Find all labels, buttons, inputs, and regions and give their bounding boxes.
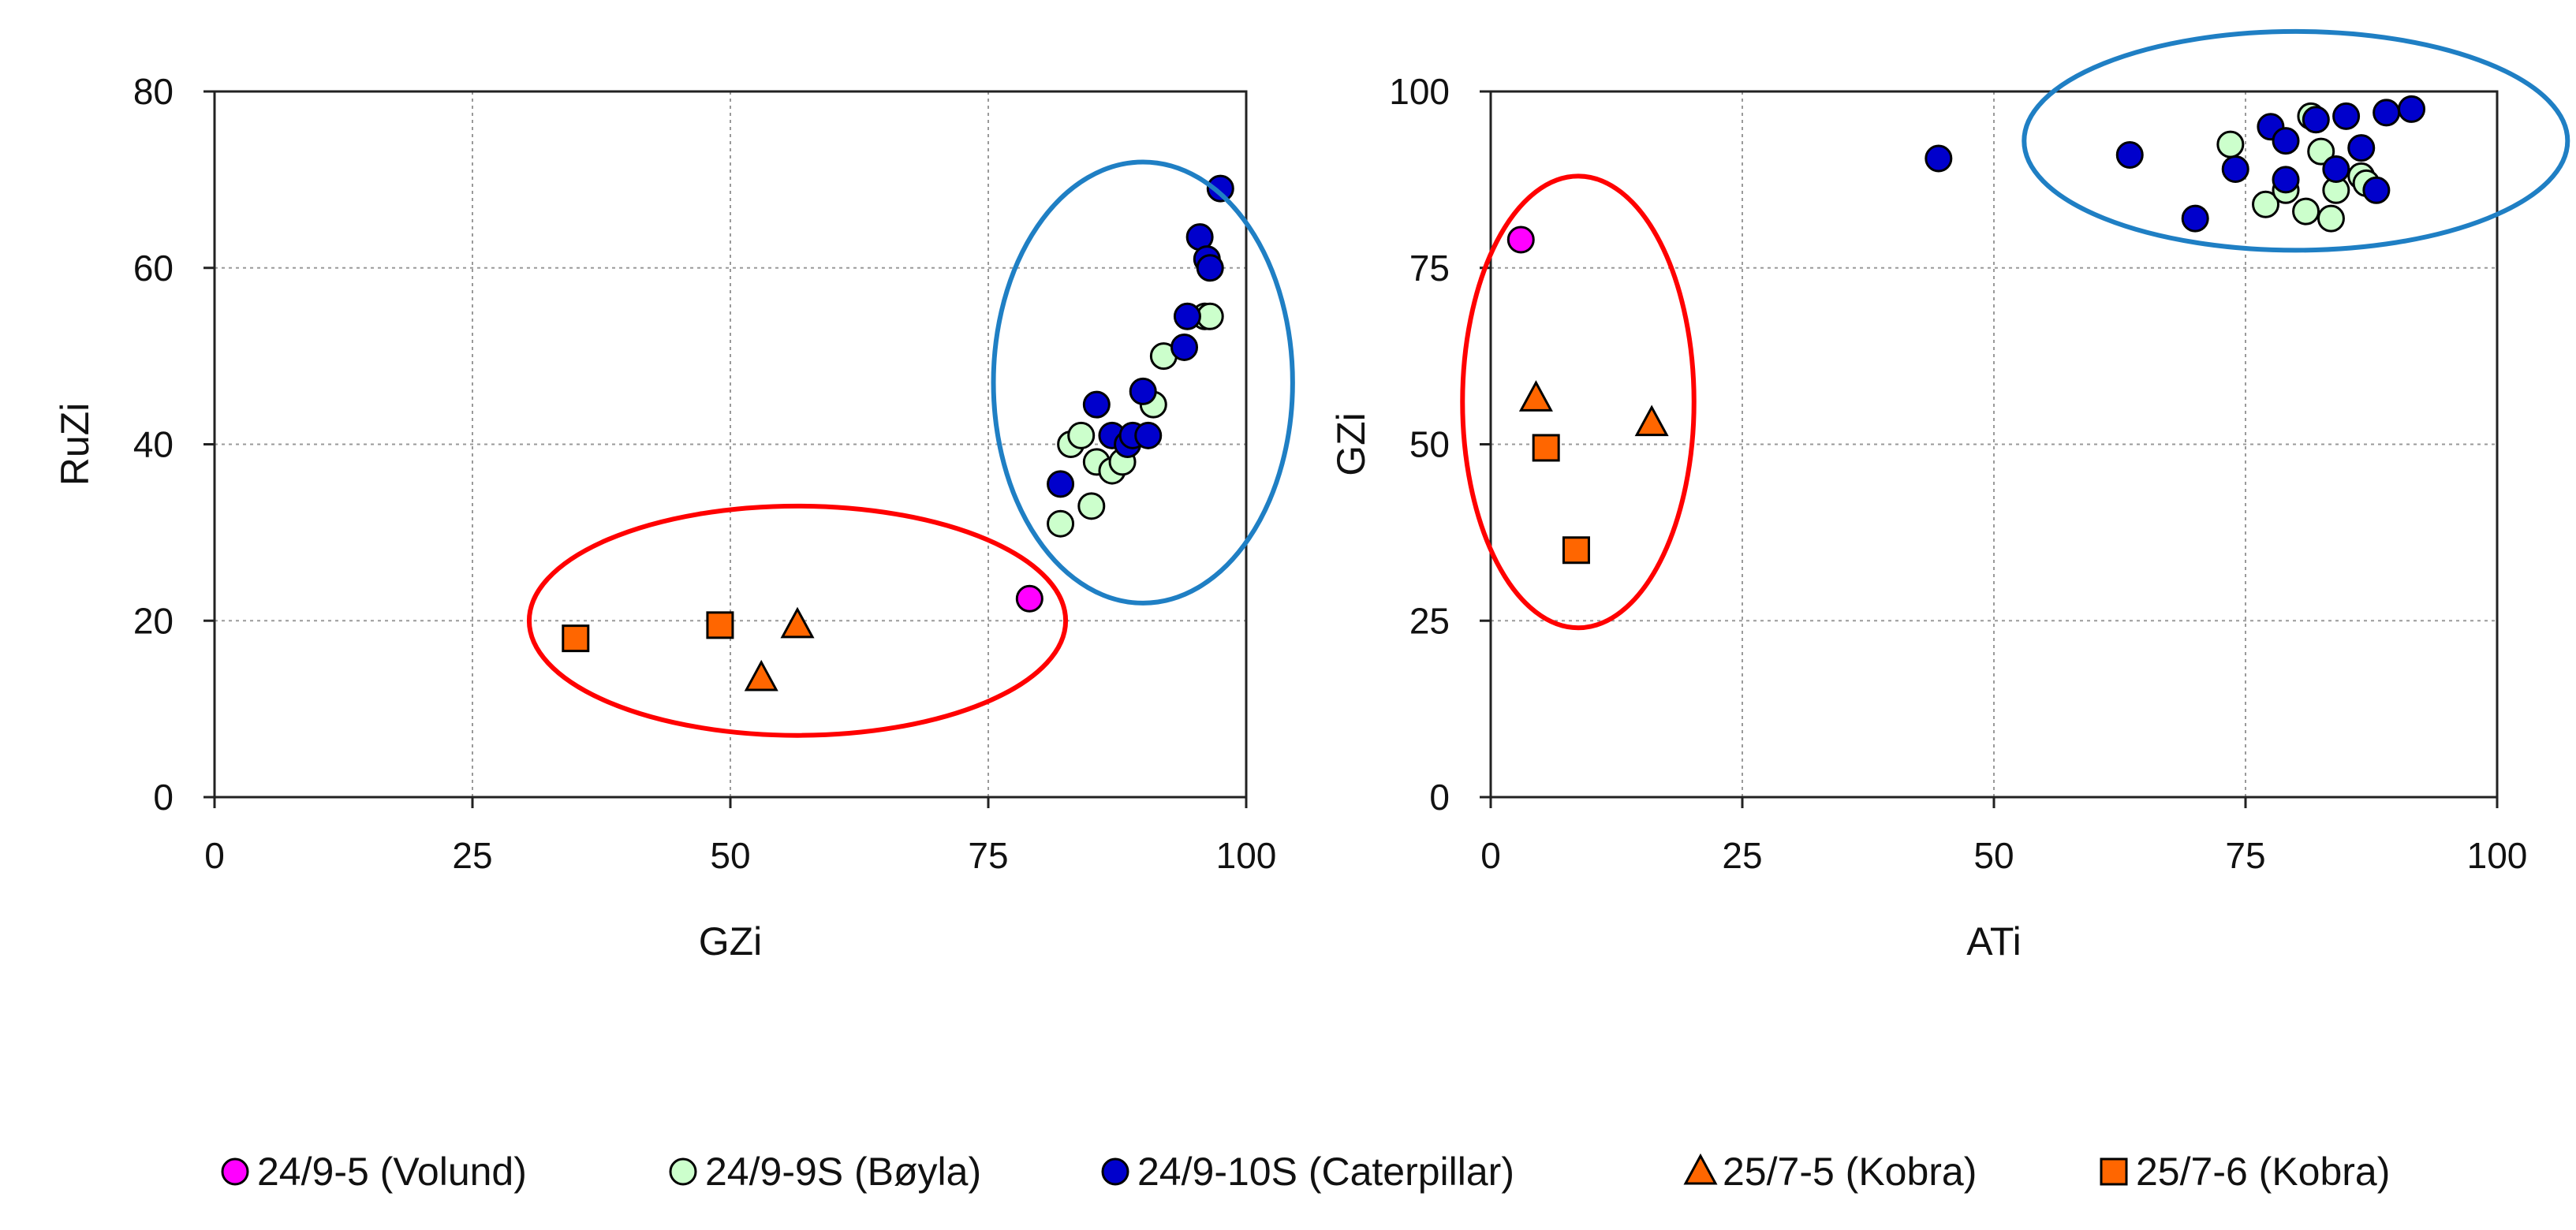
legend: 24/9-5 (Volund) 24/9-9S (Bøyla) 24/9-10S (… bbox=[221, 1150, 2390, 1194]
x-tick-label: 25 bbox=[452, 835, 492, 876]
y-axis-label: RuZi bbox=[53, 403, 97, 486]
point-24-9-10s-caterpillar bbox=[2272, 166, 2300, 194]
point-24-9-10s-caterpillar bbox=[2347, 134, 2376, 162]
point-24-9-10s-caterpillar bbox=[2181, 204, 2209, 233]
point-24-9-10s-caterpillar bbox=[2332, 102, 2361, 130]
point-24-9-9s-b-yla bbox=[1047, 509, 1075, 538]
point-24-9-10s-caterpillar bbox=[1196, 254, 1224, 282]
point-24-9-10s-caterpillar bbox=[2322, 155, 2350, 183]
x-tick-label: 25 bbox=[1722, 835, 1762, 876]
point-24-9-10s-caterpillar bbox=[2272, 127, 2300, 155]
point-24-9-10s-caterpillar bbox=[1173, 302, 1201, 330]
legend-item-25-7-5-kobra: 25/7-5 (Kobra) bbox=[1683, 1150, 1977, 1194]
legend-marker-25-7-5-kobra bbox=[1683, 1153, 1718, 1185]
point-24-9-9s-b-yla bbox=[1196, 302, 1224, 330]
ruzi-vs-gzi-chart: 0 25 50 75 100 0 20 40 60 80 GZi RuZi bbox=[53, 71, 1295, 964]
point-24-9-9s-b-yla bbox=[1067, 421, 1096, 449]
point-24-9-9s-b-yla bbox=[2252, 190, 2280, 218]
x-tick-label: 0 bbox=[204, 835, 225, 876]
point-24-9-5-volund bbox=[1506, 226, 1535, 254]
point-24-9-10s-caterpillar bbox=[2398, 95, 2426, 123]
point-25-7-6-kobra bbox=[706, 611, 734, 639]
y-tick-label: 25 bbox=[1409, 600, 1450, 641]
y-tick-label: 50 bbox=[1409, 424, 1450, 465]
y-tick-label: 60 bbox=[133, 248, 174, 289]
y-tick-label: 40 bbox=[133, 424, 174, 465]
legend-label: 24/9-5 (Volund) bbox=[257, 1150, 527, 1194]
point-25-7-5-kobra bbox=[1518, 380, 1553, 412]
legend-marker-24-9-5-volund bbox=[221, 1157, 249, 1186]
point-24-9-10s-caterpillar bbox=[1206, 174, 1234, 203]
legend-label: 25/7-6 (Kobra) bbox=[2136, 1150, 2390, 1194]
legend-item-24-9-5-volund: 24/9-5 (Volund) bbox=[221, 1150, 527, 1194]
legend-marker-24-9-10s-caterpillar bbox=[1101, 1157, 1129, 1186]
point-24-9-10s-caterpillar bbox=[1170, 333, 1199, 361]
gzi-vs-ati-chart: 0 25 50 75 100 0 25 50 75 100 ATi GZi bbox=[1329, 28, 2570, 964]
point-24-9-10s-caterpillar bbox=[2302, 106, 2330, 134]
red-group-ellipse bbox=[526, 503, 1069, 738]
y-tick-label: 0 bbox=[1429, 777, 1450, 818]
y-axis-label: GZi bbox=[1329, 412, 1373, 476]
blue-group-ellipse bbox=[991, 159, 1295, 606]
point-24-9-10s-caterpillar bbox=[2115, 141, 2144, 170]
legend-item-25-7-6-kobra: 25/7-6 (Kobra) bbox=[2100, 1150, 2390, 1194]
y-tick-label: 100 bbox=[1389, 71, 1450, 112]
point-25-7-5-kobra bbox=[744, 659, 778, 691]
x-tick-label: 75 bbox=[968, 835, 1008, 876]
point-24-9-10s-caterpillar bbox=[2373, 99, 2401, 127]
point-24-9-9s-b-yla bbox=[2216, 130, 2245, 158]
x-tick-label: 100 bbox=[1216, 835, 1277, 876]
point-24-9-10s-caterpillar bbox=[1047, 470, 1075, 498]
point-24-9-10s-caterpillar bbox=[2221, 155, 2249, 183]
x-tick-label: 0 bbox=[1480, 835, 1501, 876]
x-tick-label: 50 bbox=[1973, 835, 2014, 876]
point-24-9-9s-b-yla bbox=[2292, 197, 2320, 226]
blue-group-ellipse bbox=[2022, 28, 2570, 253]
point-24-9-10s-caterpillar bbox=[1134, 421, 1163, 449]
y-tick-label: 80 bbox=[133, 71, 174, 112]
x-axis-label: ATi bbox=[1966, 919, 2021, 964]
point-24-9-10s-caterpillar bbox=[2362, 176, 2391, 204]
legend-label: 24/9-9S (Bøyla) bbox=[705, 1150, 981, 1194]
y-tick-label: 75 bbox=[1409, 248, 1450, 289]
legend-item-24-9-10s-caterpillar: 24/9-10S (Caterpillar) bbox=[1101, 1150, 1514, 1194]
x-tick-label: 50 bbox=[710, 835, 750, 876]
point-24-9-10s-caterpillar bbox=[1129, 377, 1157, 405]
legend-label: 25/7-5 (Kobra) bbox=[1723, 1150, 1977, 1194]
point-24-9-10s-caterpillar bbox=[1082, 390, 1111, 419]
point-24-9-9s-b-yla bbox=[1077, 492, 1106, 520]
x-axis-label: GZi bbox=[699, 919, 763, 964]
point-24-9-5-volund bbox=[1015, 584, 1043, 613]
point-25-7-5-kobra bbox=[1634, 404, 1669, 437]
x-tick-label: 75 bbox=[2225, 835, 2265, 876]
legend-item-24-9-9s-b-yla: 24/9-9S (Bøyla) bbox=[669, 1150, 981, 1194]
point-25-7-6-kobra bbox=[1562, 536, 1590, 565]
legend-label: 24/9-10S (Caterpillar) bbox=[1137, 1150, 1514, 1194]
y-tick-label: 0 bbox=[153, 777, 174, 818]
point-24-9-10s-caterpillar bbox=[1925, 144, 1953, 173]
legend-marker-25-7-6-kobra bbox=[2100, 1157, 2128, 1186]
point-24-9-9s-b-yla bbox=[2317, 204, 2345, 233]
point-25-7-6-kobra bbox=[562, 624, 590, 653]
point-24-9-9s-b-yla bbox=[2307, 137, 2335, 166]
y-tick-label: 20 bbox=[133, 600, 174, 641]
red-group-ellipse bbox=[1460, 173, 1697, 631]
legend-marker-24-9-9s-b-yla bbox=[669, 1157, 697, 1186]
point-25-7-6-kobra bbox=[1532, 434, 1560, 462]
point-25-7-5-kobra bbox=[780, 606, 815, 639]
x-tick-label: 100 bbox=[2467, 835, 2528, 876]
